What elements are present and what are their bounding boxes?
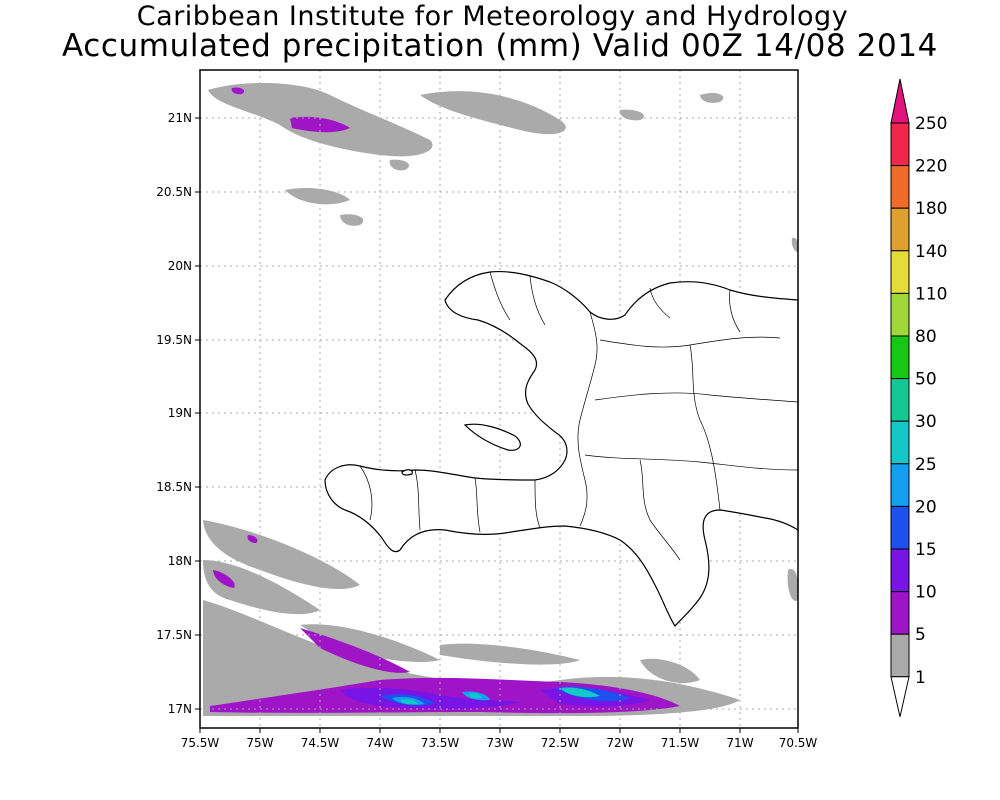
colorbar-label: 250 xyxy=(915,114,947,134)
colorbar-label: 180 xyxy=(915,199,947,219)
colorbar-label: 50 xyxy=(915,370,937,390)
map-frame xyxy=(199,69,799,729)
colorbar-label: 220 xyxy=(915,157,947,177)
lat-tick-label: 17N xyxy=(168,702,192,716)
colorbar-swatch xyxy=(890,292,910,337)
colorbar-label: 10 xyxy=(915,583,937,603)
colorbar-label: 110 xyxy=(915,284,947,304)
lat-tick-label: 19.5N xyxy=(156,333,192,347)
latitude-axis: 21N 20.5N 20N 19.5N 19N 18.5N 18N 17.5N … xyxy=(156,111,200,716)
colorbar-label: 80 xyxy=(915,327,937,347)
longitude-axis: 75.5W 75W 74.5W 74W 73.5W 73W 72.5W 72W … xyxy=(181,728,818,750)
colorbar-label: 140 xyxy=(915,242,947,262)
lon-tick-label: 71.5W xyxy=(661,736,700,750)
colorbar-swatch xyxy=(890,420,910,465)
precip-area-south xyxy=(203,520,360,590)
lat-tick-label: 18.5N xyxy=(156,480,192,494)
colorbar-label: 1 xyxy=(915,668,926,688)
lat-tick-label: 21N xyxy=(168,111,192,125)
colorbar-top-arrow xyxy=(890,78,910,124)
colorbar-swatch xyxy=(890,122,910,167)
colorbar-swatch xyxy=(890,207,910,252)
colorbar-swatch xyxy=(890,378,910,422)
colorbar-swatch xyxy=(890,250,910,294)
lat-tick-label: 18N xyxy=(168,554,192,568)
lat-tick-label: 20.5N xyxy=(156,185,192,199)
colorbar-label: 5 xyxy=(915,625,926,645)
colorbar-label: 20 xyxy=(915,497,937,517)
lat-tick-label: 19N xyxy=(168,406,192,420)
colorbar: 250 220 180 140 110 80 50 30 25 20 15 10 5 1 xyxy=(890,78,947,717)
lon-tick-label: 74.5W xyxy=(301,736,340,750)
lon-tick-label: 73W xyxy=(486,736,513,750)
colorbar-label: 25 xyxy=(915,455,937,475)
lon-tick-label: 71W xyxy=(726,736,753,750)
colorbar-swatch xyxy=(890,548,910,593)
lon-tick-label: 75.5W xyxy=(181,736,220,750)
lon-tick-label: 72W xyxy=(606,736,633,750)
colorbar-swatch xyxy=(890,633,910,678)
map-title: Accumulated precipitation (mm) Valid 00Z… xyxy=(62,28,938,64)
lon-tick-label: 75W xyxy=(246,736,273,750)
lon-tick-label: 74W xyxy=(366,736,393,750)
colorbar-swatch xyxy=(890,165,910,209)
lat-tick-label: 17.5N xyxy=(156,628,192,642)
colorbar-swatch xyxy=(890,463,910,507)
colorbar-label: 15 xyxy=(915,540,937,560)
colorbar-swatch xyxy=(890,335,910,380)
colorbar-label: 30 xyxy=(915,412,937,432)
colorbar-bottom-arrow xyxy=(890,676,910,717)
lat-tick-label: 20N xyxy=(168,259,192,273)
colorbar-swatch xyxy=(890,591,910,635)
colorbar-swatch xyxy=(890,505,910,550)
lon-tick-label: 72.5W xyxy=(541,736,580,750)
institute-title: Caribbean Institute for Meteorology and … xyxy=(136,1,849,32)
lon-tick-label: 73.5W xyxy=(421,736,460,750)
admin-boundaries xyxy=(359,271,799,561)
lon-tick-label: 70.5W xyxy=(779,736,818,750)
hispaniola-outline xyxy=(324,270,799,628)
